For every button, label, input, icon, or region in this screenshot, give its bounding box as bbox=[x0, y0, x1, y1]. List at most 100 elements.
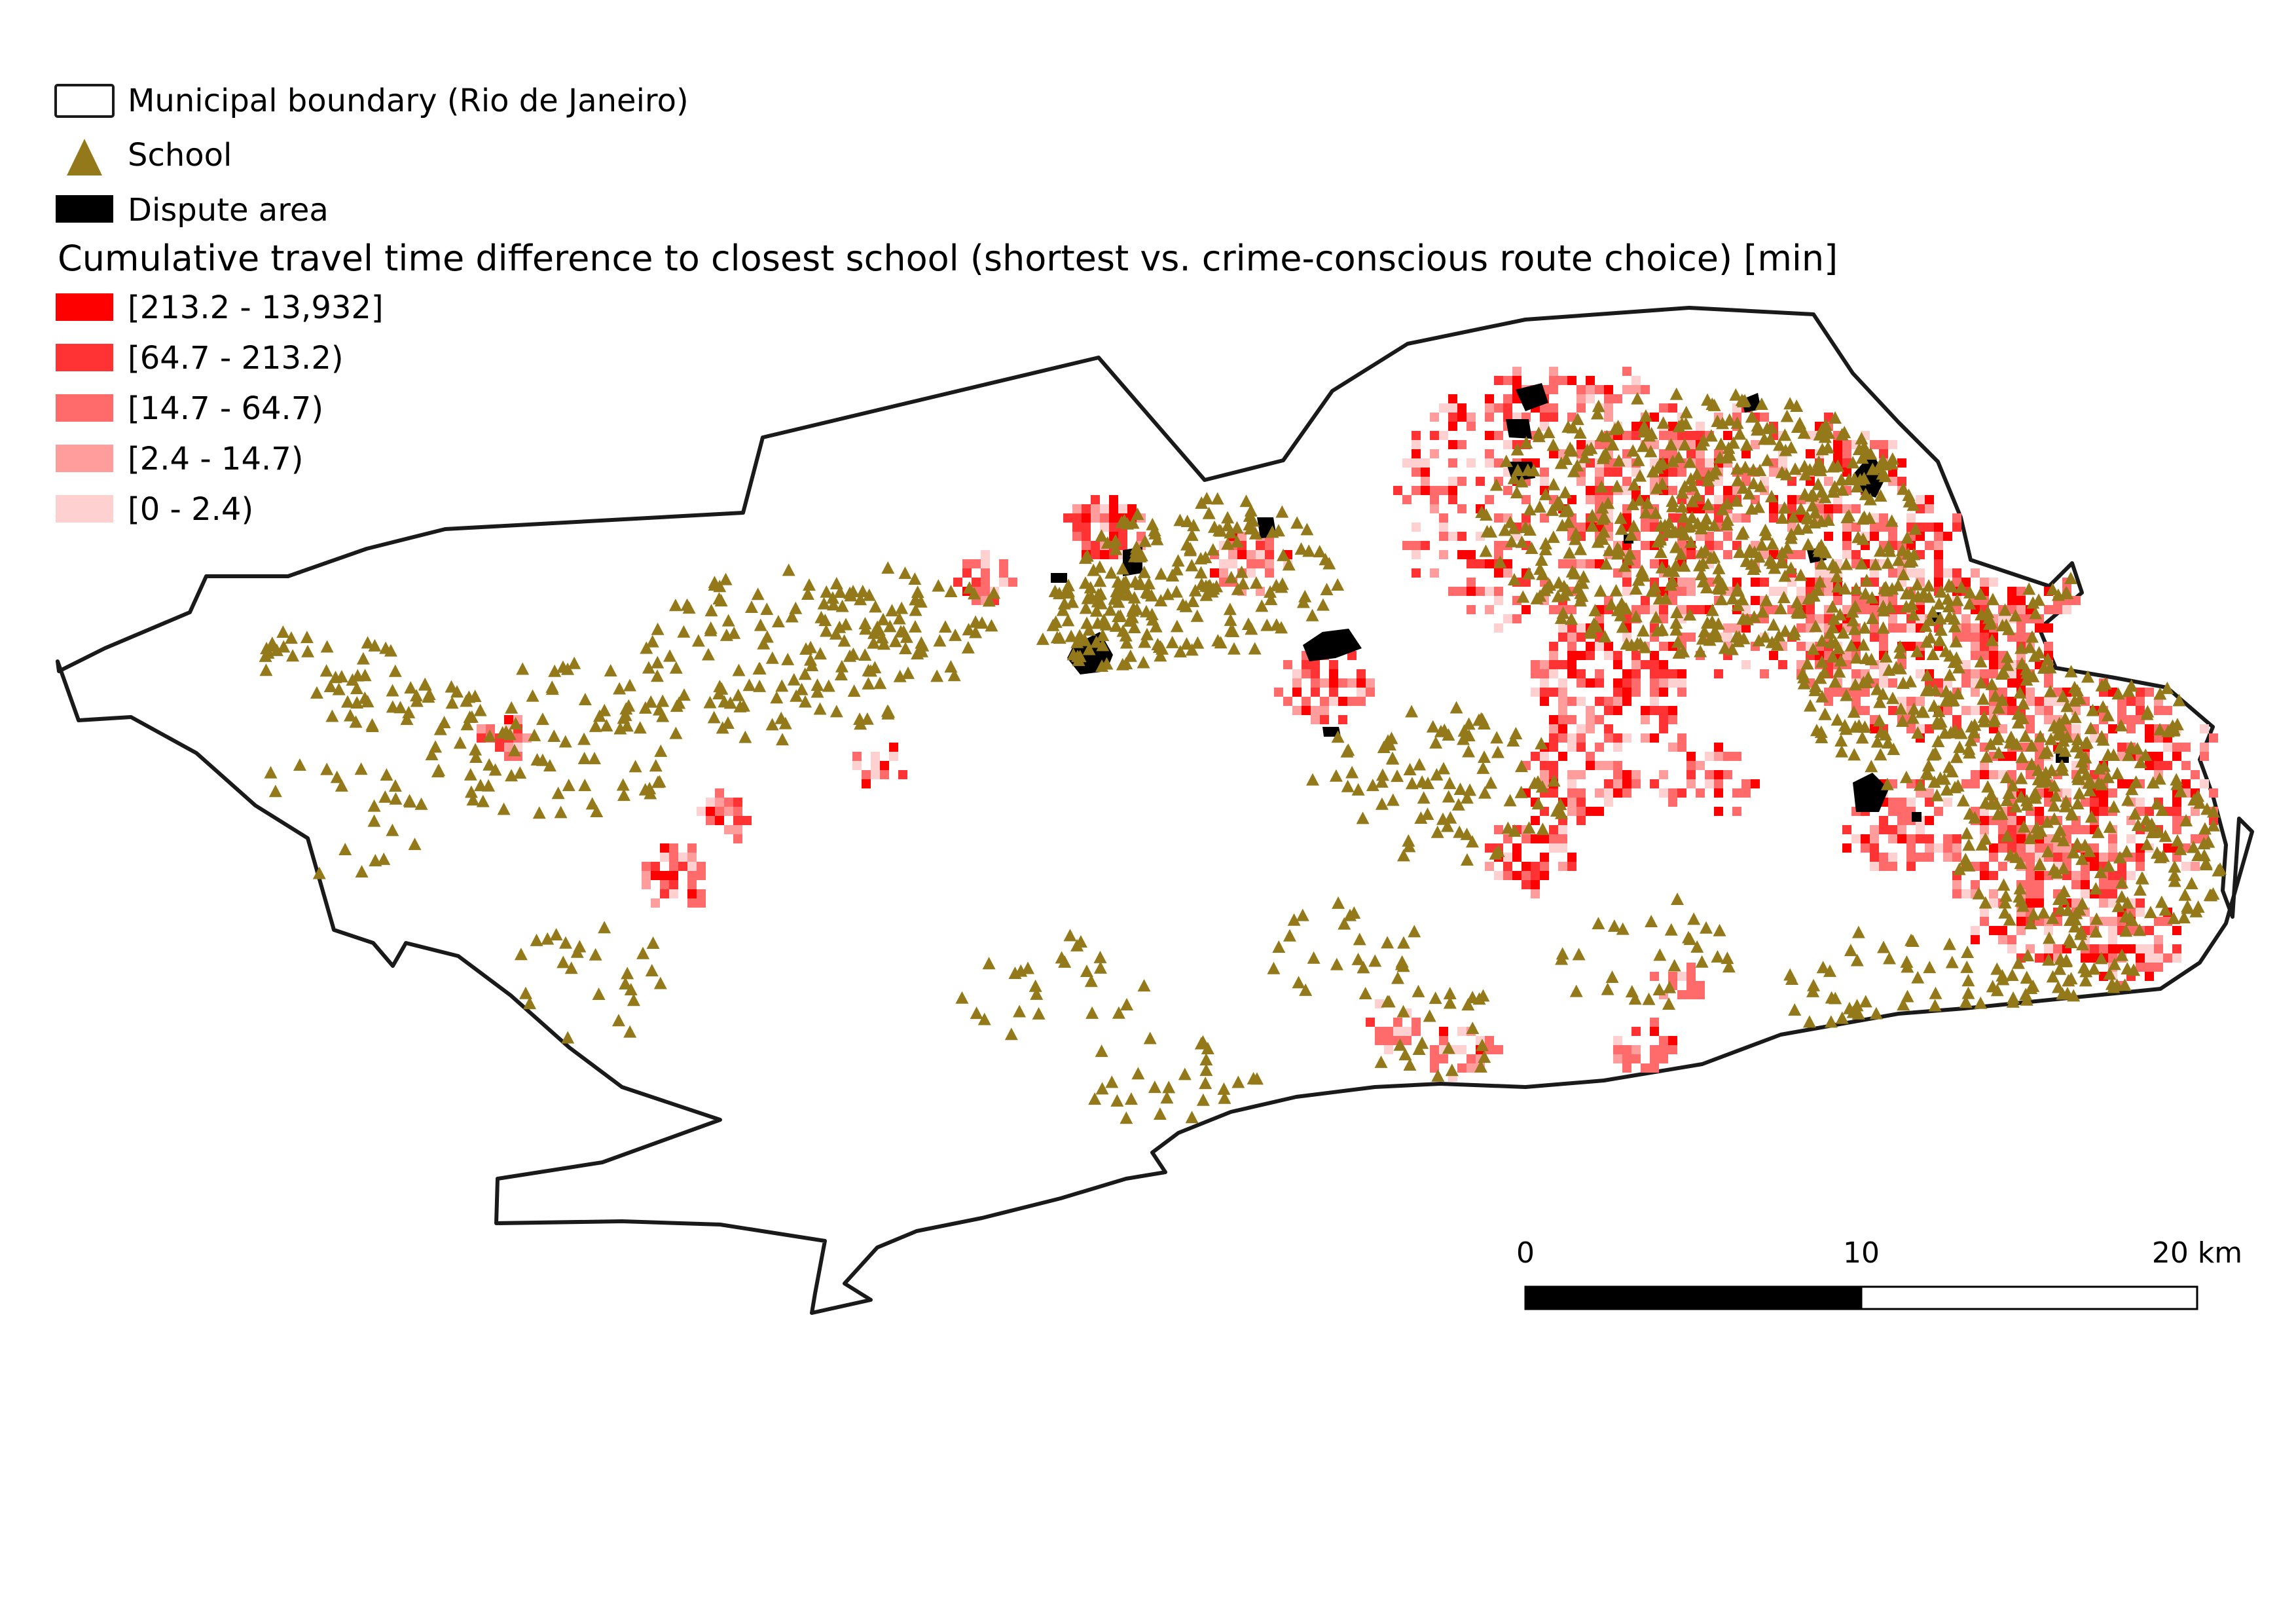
risk-cell bbox=[1595, 743, 1604, 752]
risk-cell bbox=[1842, 550, 1851, 559]
school-marker bbox=[1962, 838, 1976, 851]
risk-cell bbox=[1906, 568, 1916, 578]
school-marker bbox=[771, 615, 785, 628]
risk-cell bbox=[1540, 688, 1549, 697]
risk-cell bbox=[1586, 385, 1595, 394]
school-marker bbox=[528, 728, 541, 741]
risk-cell bbox=[1540, 468, 1549, 477]
school-marker bbox=[1080, 616, 1094, 629]
risk-cell bbox=[1467, 587, 1476, 596]
school-marker bbox=[335, 779, 348, 792]
school-marker bbox=[453, 736, 467, 749]
risk-cell bbox=[1265, 550, 1274, 559]
risk-cell bbox=[1531, 688, 1540, 697]
risk-cell bbox=[1851, 523, 1861, 532]
risk-cell bbox=[1943, 532, 1952, 541]
school-marker bbox=[1713, 923, 1726, 936]
school-marker bbox=[2014, 771, 2028, 784]
school-marker bbox=[2047, 812, 2061, 825]
school-marker bbox=[1899, 587, 1913, 600]
school-marker bbox=[2066, 912, 2079, 925]
risk-cell bbox=[1595, 642, 1604, 651]
risk-cell bbox=[1622, 697, 1631, 706]
risk-cell bbox=[1576, 477, 1586, 486]
school-marker bbox=[1829, 411, 1842, 424]
risk-cell bbox=[1934, 523, 1943, 532]
risk-cell bbox=[1961, 889, 1971, 898]
risk-cell bbox=[642, 880, 651, 889]
school-marker bbox=[1715, 593, 1728, 606]
risk-cell bbox=[1741, 660, 1751, 669]
school-marker bbox=[1938, 726, 1952, 739]
school-marker bbox=[1664, 578, 1677, 591]
school-marker bbox=[1601, 982, 1614, 995]
risk-cell bbox=[1576, 385, 1586, 394]
risk-cell bbox=[1402, 1036, 1412, 1045]
school-marker bbox=[1180, 514, 1194, 527]
school-marker bbox=[1200, 492, 1214, 505]
risk-cell bbox=[1613, 779, 1622, 788]
school-marker bbox=[1910, 578, 1924, 591]
risk-cell bbox=[1292, 688, 1302, 697]
school-marker bbox=[1188, 583, 1202, 597]
school-marker bbox=[1137, 565, 1151, 578]
risk-cell bbox=[1302, 669, 1311, 678]
school-marker bbox=[1290, 516, 1304, 529]
school-marker bbox=[2051, 728, 2065, 741]
school-marker bbox=[652, 703, 666, 716]
legend-dispute-label: Dispute area bbox=[128, 192, 329, 229]
school-marker bbox=[1857, 510, 1871, 523]
risk-cell bbox=[1952, 834, 1961, 843]
school-marker bbox=[2049, 789, 2063, 802]
school-marker bbox=[2085, 810, 2098, 823]
risk-cell bbox=[1833, 504, 1842, 513]
school-marker bbox=[1539, 487, 1552, 500]
risk-cell bbox=[1531, 458, 1540, 468]
school-marker bbox=[2127, 963, 2141, 976]
risk-cell bbox=[1686, 633, 1696, 642]
school-marker bbox=[1507, 471, 1521, 485]
risk-cell bbox=[1659, 724, 1668, 733]
school-marker bbox=[2103, 967, 2117, 980]
risk-cell bbox=[1311, 715, 1320, 724]
risk-cell bbox=[1897, 807, 1906, 816]
school-marker bbox=[425, 748, 439, 761]
school-marker bbox=[1920, 684, 1933, 697]
school-marker bbox=[1398, 1048, 1412, 1061]
school-marker bbox=[1648, 580, 1662, 593]
risk-cell bbox=[1961, 578, 1971, 587]
risk-cell bbox=[1650, 1027, 1659, 1036]
school-marker bbox=[1391, 769, 1404, 783]
school-marker bbox=[2071, 796, 2085, 809]
school-marker bbox=[2005, 968, 2019, 981]
risk-cell bbox=[1412, 523, 1421, 532]
school-marker bbox=[1148, 526, 1162, 540]
school-marker bbox=[338, 842, 352, 855]
school-marker bbox=[1764, 432, 1777, 445]
risk-cell bbox=[1604, 733, 1613, 743]
school-marker bbox=[1683, 455, 1697, 468]
risk-cell bbox=[1439, 1036, 1448, 1045]
risk-cell bbox=[2044, 697, 2053, 706]
risk-cell bbox=[1741, 779, 1751, 788]
school-marker bbox=[1120, 1111, 1133, 1124]
school-marker bbox=[653, 976, 667, 989]
risk-cell bbox=[1613, 660, 1622, 669]
school-marker bbox=[1865, 591, 1879, 604]
school-marker bbox=[1956, 794, 1970, 807]
risk-cell bbox=[1247, 568, 1256, 578]
school-marker bbox=[330, 770, 344, 783]
school-marker bbox=[2191, 848, 2205, 861]
risk-cell bbox=[1586, 752, 1595, 761]
school-marker bbox=[585, 797, 599, 810]
dispute-area bbox=[1912, 812, 1922, 822]
school-marker bbox=[1119, 575, 1133, 588]
risk-cell bbox=[1531, 880, 1540, 889]
school-marker bbox=[1870, 682, 1884, 695]
risk-cell bbox=[1558, 688, 1567, 697]
school-marker bbox=[1721, 951, 1734, 965]
school-marker bbox=[2102, 859, 2115, 872]
school-marker bbox=[1590, 407, 1604, 420]
risk-cell bbox=[1870, 623, 1879, 633]
risk-cell bbox=[1558, 697, 1567, 706]
